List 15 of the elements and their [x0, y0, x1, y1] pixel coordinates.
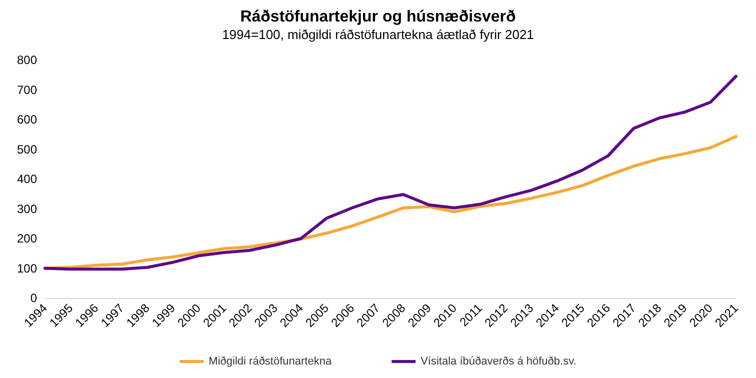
y-tick-label: 600	[16, 112, 38, 126]
y-tick-label: 500	[16, 142, 38, 156]
legend-label: Miðgildi ráðstöfunartekna	[208, 356, 332, 368]
chart-subtitle: 1994=100, miðgildi ráðstöfunartekna áætlað fyrir 2021	[222, 27, 534, 42]
y-tick-label: 800	[16, 53, 38, 67]
y-tick-label: 400	[16, 172, 38, 186]
line-series	[44, 134, 738, 270]
y-tick-label: 700	[16, 82, 38, 97]
line-series	[44, 74, 738, 271]
chart-title: Ráðstöfunartekjur og húsnæðisverð	[240, 8, 516, 26]
y-tick-label: 0	[30, 291, 38, 305]
y-tick-label: 300	[16, 202, 38, 216]
y-tick-label: 100	[16, 261, 38, 276]
y-tick-label: 200	[16, 232, 38, 246]
legend-label: Vísitala íbúðaverðs á höfuðb.sv.	[420, 356, 576, 368]
